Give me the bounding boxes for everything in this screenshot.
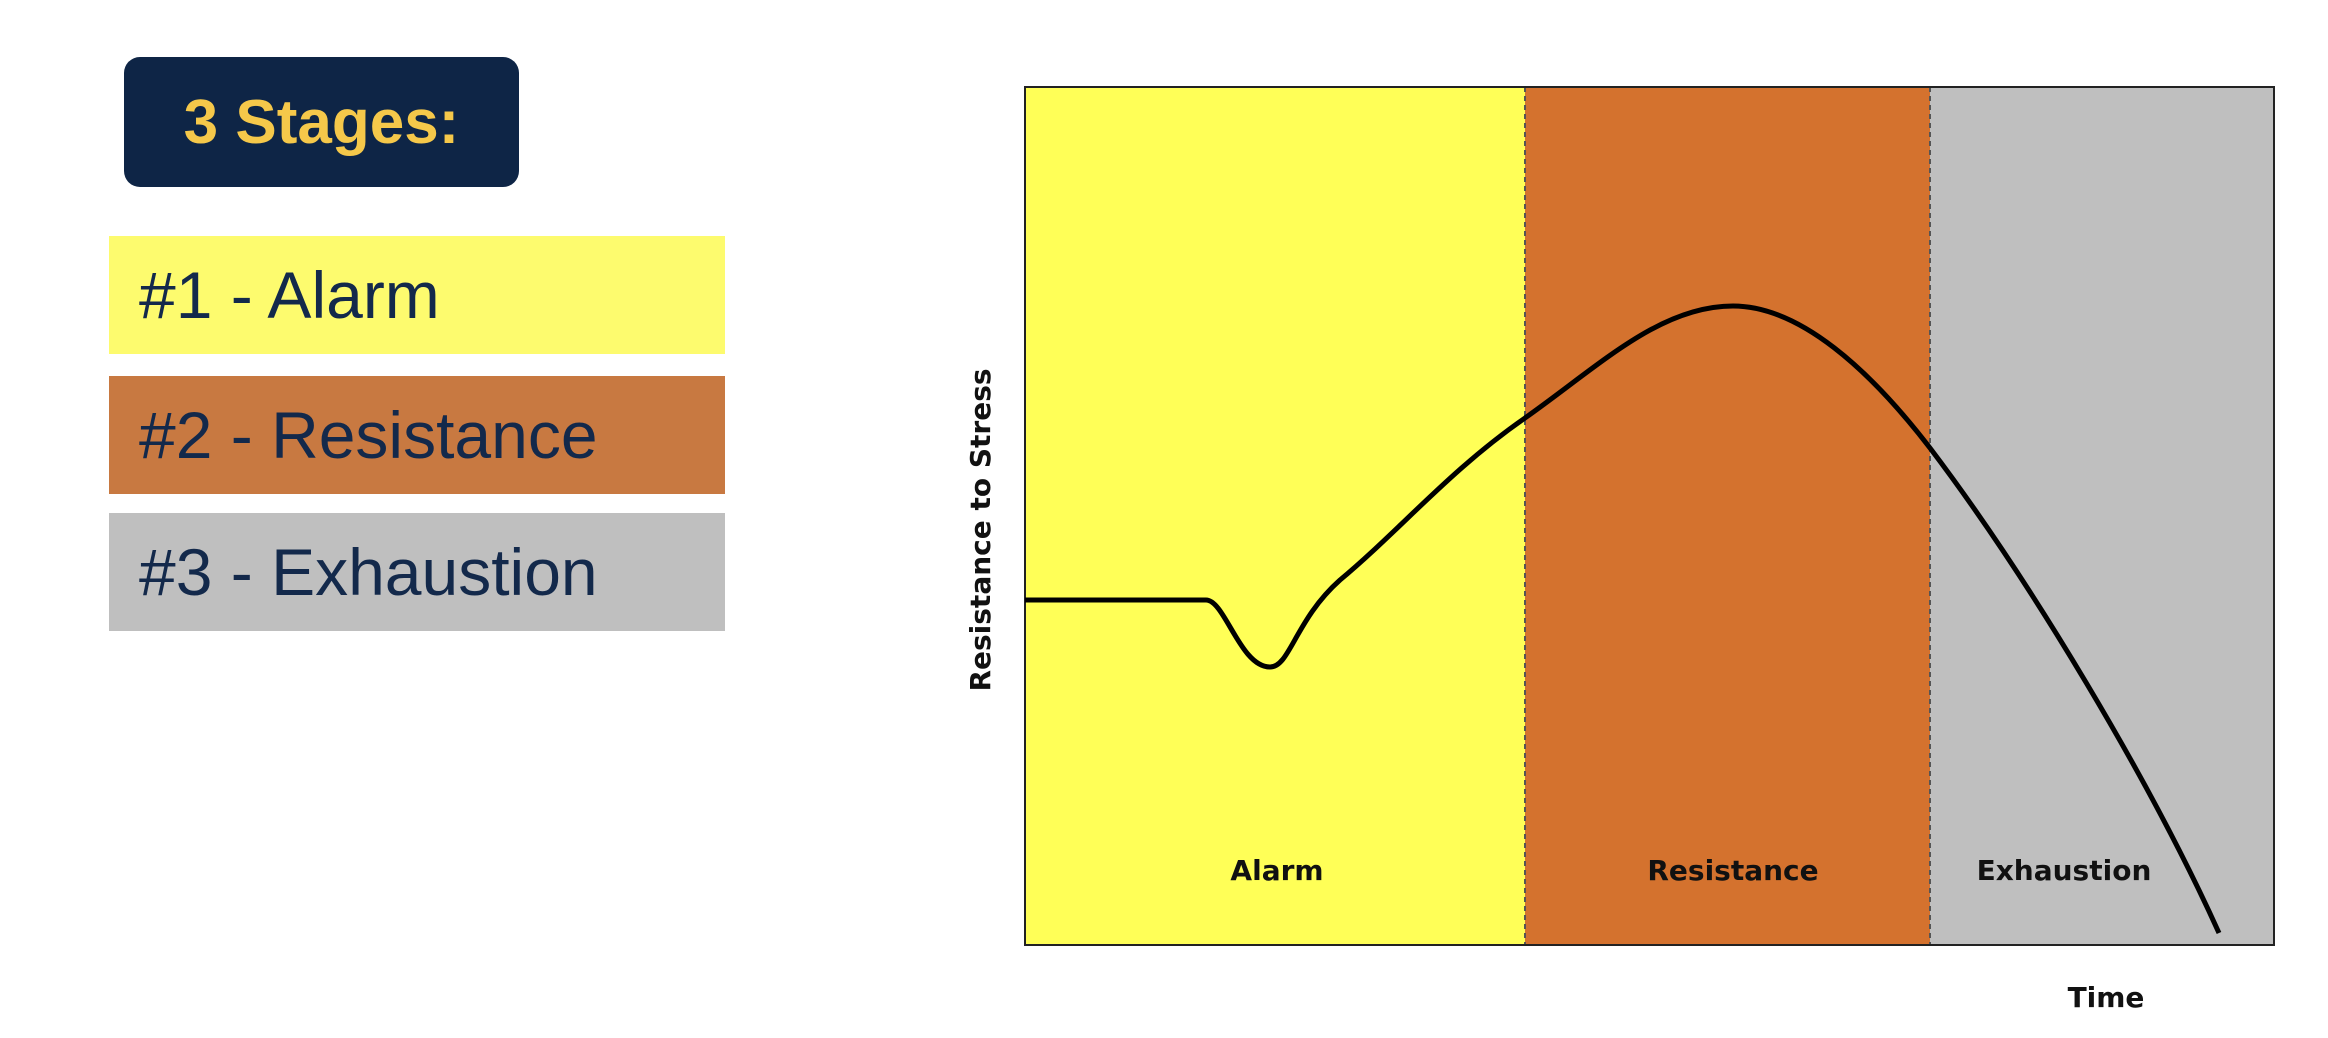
- stage-box: #3 - Exhaustion: [109, 513, 725, 631]
- region-label: Exhaustion: [1977, 854, 2152, 887]
- stage-label: #2 - Resistance: [139, 398, 598, 472]
- title: 3 Stages:: [183, 87, 460, 157]
- title-box: 3 Stages:: [124, 57, 519, 187]
- resistance-region: [1525, 87, 1930, 945]
- region-label: Alarm: [1230, 854, 1323, 887]
- exhaustion-region: [1930, 87, 2274, 945]
- y-axis-label: Resistance to Stress: [964, 368, 997, 691]
- region-label: Resistance: [1647, 854, 1818, 887]
- stage-box: #2 - Resistance: [109, 376, 725, 494]
- stage-box: #1 - Alarm: [109, 236, 725, 354]
- stress-curve: [1025, 303, 2222, 935]
- stage-label: #1 - Alarm: [139, 258, 440, 332]
- alarm-region: [1025, 87, 1525, 945]
- x-axis-label: Time: [2068, 981, 2145, 1014]
- frame: [1024, 86, 2275, 946]
- stage-label: #3 - Exhaustion: [139, 535, 598, 609]
